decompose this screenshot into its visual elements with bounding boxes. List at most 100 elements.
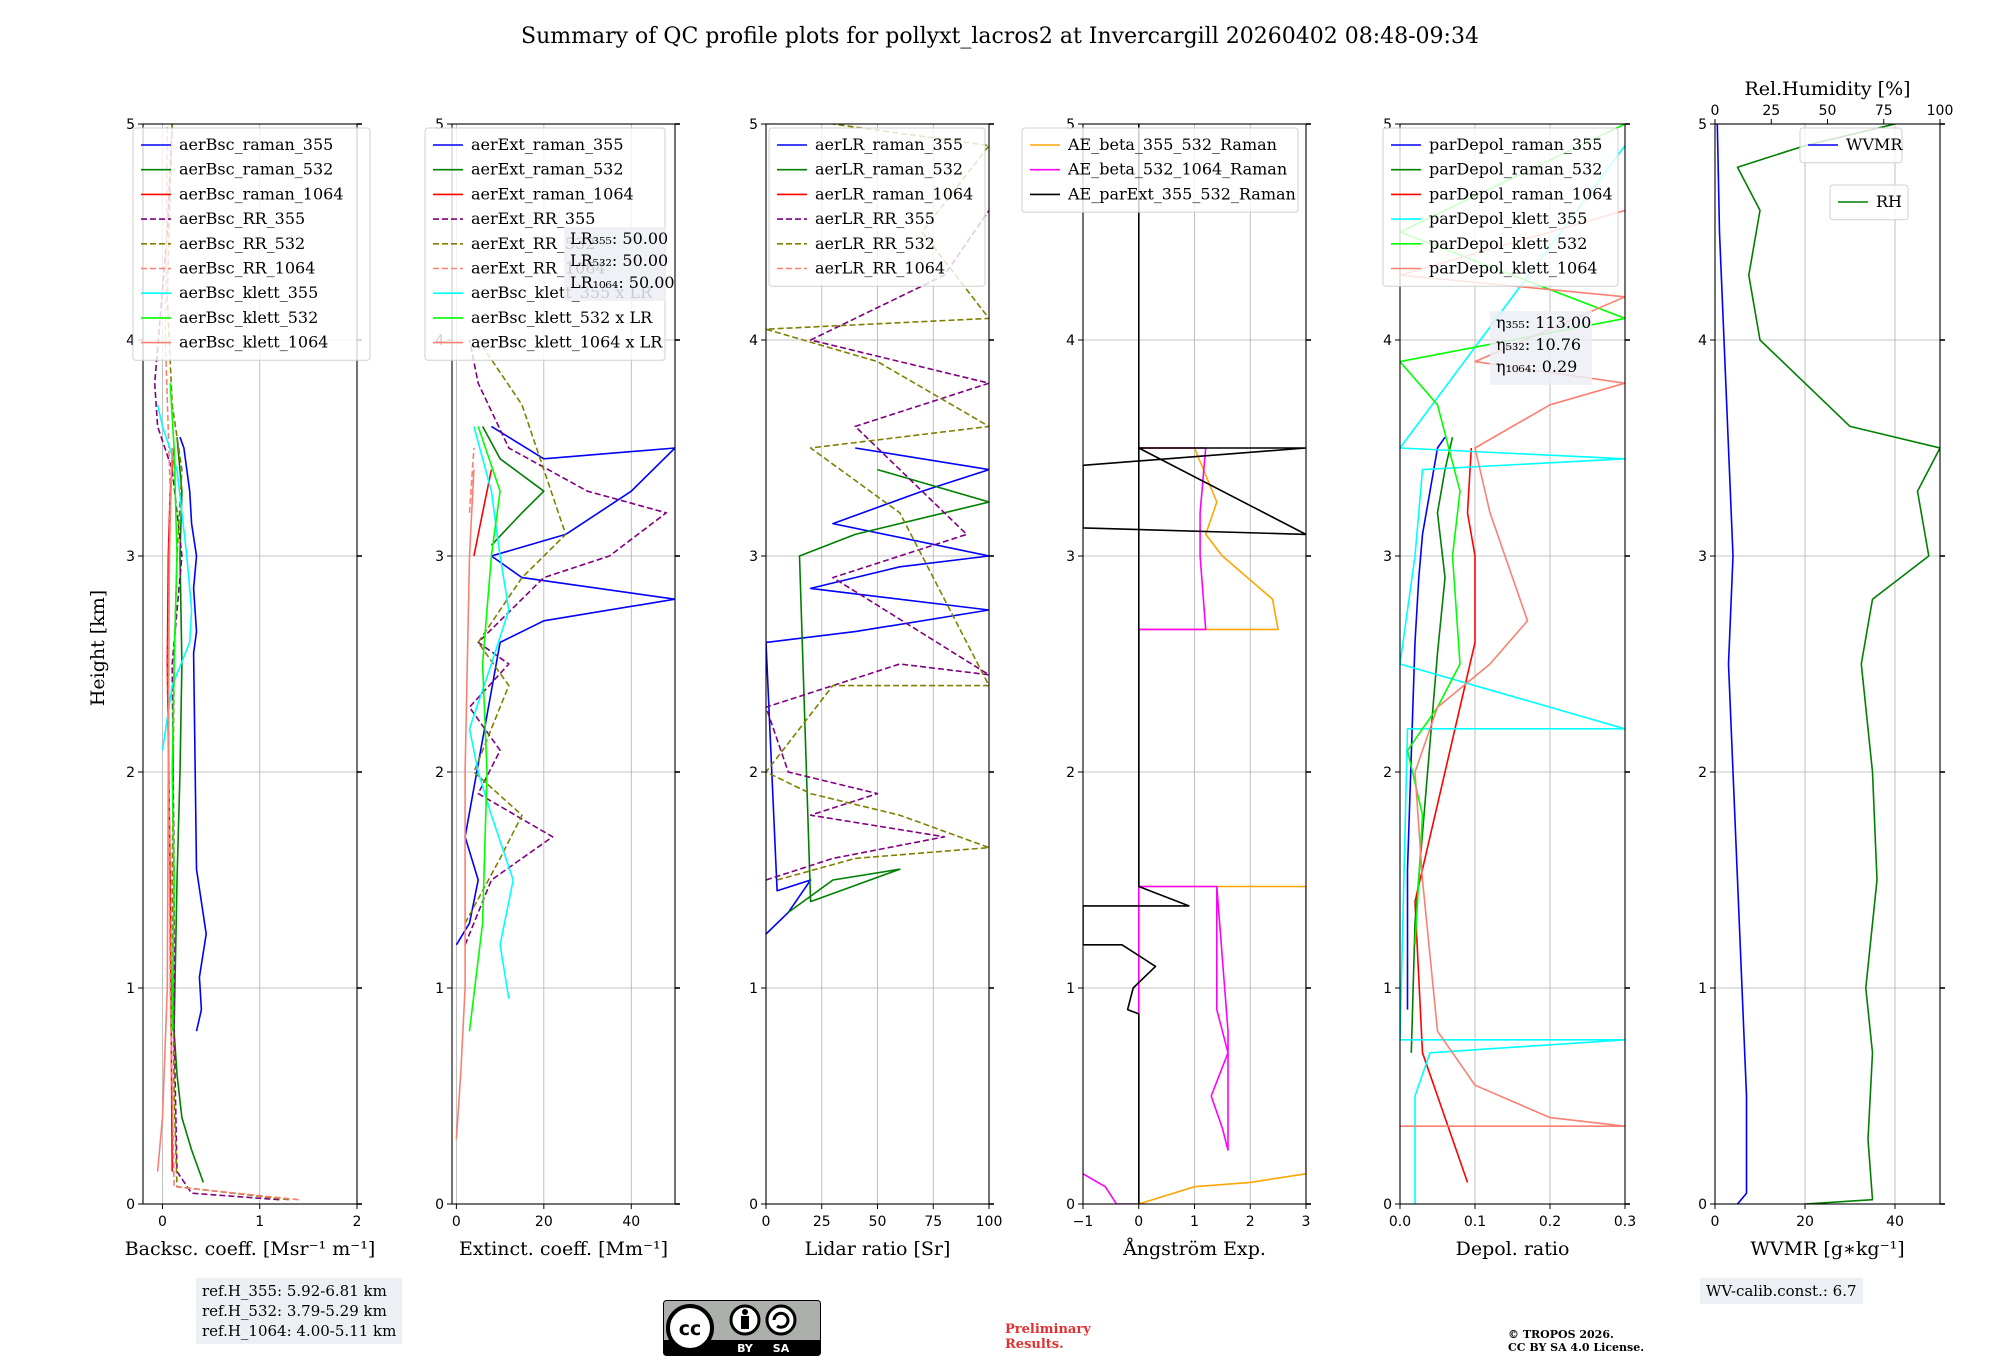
x-tick-label: 2 <box>1246 1214 1255 1230</box>
legend-entry: aerBsc_klett_355 <box>179 283 318 302</box>
annotation-text: LR₅₃₂: 50.00 <box>570 251 668 270</box>
x-axis-label: Ångström Exp. <box>1122 1238 1266 1260</box>
x-axis-label: Extinct. coeff. [Mm⁻¹] <box>459 1238 668 1260</box>
y-axis-label: Height [km] <box>87 590 109 706</box>
badge-sa-label: SA <box>773 1342 790 1355</box>
legend: RH <box>1830 185 1908 220</box>
y-tick-label: 2 <box>1383 765 1392 781</box>
legend-entry: aerLR_RR_355 <box>815 209 935 228</box>
legend-entry: aerLR_raman_355 <box>815 135 963 154</box>
by-icon-head <box>742 1309 748 1315</box>
legend-entry: parDepol_klett_1064 <box>1429 259 1598 278</box>
series-line-RH <box>1738 124 1941 1204</box>
legend-entry: aerLR_raman_532 <box>815 160 963 179</box>
y-tick-label: 4 <box>1698 333 1707 349</box>
x-tick-label: −1 <box>1073 1214 1094 1230</box>
legend-entry: aerBsc_RR_532 <box>179 234 305 253</box>
figure-title: Summary of QC profile plots for pollyxt_… <box>521 24 1479 49</box>
y-tick-label: 1 <box>435 981 444 997</box>
x-tick-label: 0 <box>452 1214 461 1230</box>
legend-entry: aerBsc_klett_1064 <box>179 333 328 352</box>
legend-entry: aerBsc_RR_1064 <box>179 259 315 278</box>
series-group <box>456 340 675 1139</box>
x-axis-label: Lidar ratio [Sr] <box>805 1238 951 1260</box>
x-tick-label: 2 <box>353 1214 362 1230</box>
y-tick-label: 5 <box>749 117 758 133</box>
y-tick-label: 4 <box>1383 333 1392 349</box>
reference-height-box: ref.H_355: 5.92-6.81 km ref.H_532: 3.79-… <box>196 1278 402 1344</box>
legend: aerLR_raman_355aerLR_raman_532aerLR_rama… <box>769 128 985 286</box>
x-tick-label: 0 <box>158 1214 167 1230</box>
legend-entry: AE_parExt_355_532_Raman <box>1067 184 1296 203</box>
panel-ext: 02040012345Extinct. coeff. [Mm⁻¹]aerExt_… <box>425 117 680 1260</box>
y-tick-label: 0 <box>1066 1197 1075 1213</box>
x-tick-label: 0.1 <box>1464 1214 1486 1230</box>
x2-tick-label: 0 <box>1711 103 1720 119</box>
x-tick-label: 1 <box>255 1214 264 1230</box>
y-tick-label: 3 <box>1698 549 1707 565</box>
cc-license-badge: cc BY SA <box>663 1300 821 1356</box>
y-tick-label: 2 <box>1698 765 1707 781</box>
legend-entry: aerLR_RR_532 <box>815 234 935 253</box>
x2-tick-label: 75 <box>1875 103 1893 119</box>
x-tick-label: 20 <box>1796 1214 1814 1230</box>
y-tick-label: 3 <box>1383 549 1392 565</box>
axes-frame <box>1715 124 1940 1204</box>
legend-entry: AE_beta_355_532_Raman <box>1067 135 1277 154</box>
x-tick-label: 0.0 <box>1389 1214 1411 1230</box>
x-tick-label: 20 <box>535 1214 553 1230</box>
y-tick-label: 5 <box>1698 117 1707 133</box>
legend-entry: WVMR <box>1846 135 1903 154</box>
x2-tick-label: 50 <box>1819 103 1837 119</box>
panel-ae: −1 0 1 2 3012345Ångström Exp.AE_beta_355_532… <box>1022 117 1311 1260</box>
x-tick-label: 50 <box>869 1214 887 1230</box>
y-tick-label: 1 <box>1066 981 1075 997</box>
by-icon-body <box>741 1316 749 1329</box>
legend-entry: aerBsc_raman_355 <box>179 135 333 154</box>
legend-entry: parDepol_raman_1064 <box>1429 184 1613 203</box>
legend-entry: aerExt_raman_1064 <box>471 184 634 203</box>
x-axis-label: Backsc. coeff. [Msr⁻¹ m⁻¹] <box>125 1238 376 1260</box>
x-tick-label: 25 <box>813 1214 831 1230</box>
legend-entry: aerExt_RR_355 <box>471 209 595 228</box>
series-line-AE_beta_532_1064_Raman <box>1083 448 1228 1204</box>
legend-entry: parDepol_klett_532 <box>1429 234 1587 253</box>
annotation-text: LR₃₅₅: 50.00 <box>570 229 668 248</box>
ref-height-1064: ref.H_1064: 4.00-5.11 km <box>202 1321 396 1341</box>
legend: aerBsc_raman_355 aerBsc_raman_532 aerBsc_r… <box>133 128 370 360</box>
series-line-aerBsc_klett_355 x LR <box>470 426 514 998</box>
legend-entry: AE_beta_532_1064_Raman <box>1067 160 1287 179</box>
series-line-WVMR <box>1717 124 1746 1204</box>
x2-tick-label: 25 <box>1762 103 1780 119</box>
legend-entry: aerLR_RR_1064 <box>815 259 945 278</box>
ref-height-355: ref.H_355: 5.92-6.81 km <box>202 1281 396 1301</box>
y-tick-label: 4 <box>749 333 758 349</box>
y-tick-label: 2 <box>126 765 135 781</box>
y-tick-label: 0 <box>1698 1197 1707 1213</box>
qc-figure: Summary of QC profile plots for pollyxt_… <box>0 0 2000 1360</box>
legend: WVMR <box>1800 128 1903 163</box>
sa-share-alike-icon <box>767 1306 795 1334</box>
annotation-text: LR₁₀₆₄: 50.00 <box>570 273 675 292</box>
y-tick-label: 3 <box>435 549 444 565</box>
x-tick-label: 40 <box>1886 1214 1904 1230</box>
series-line-aerExt_RR_355 <box>465 340 666 945</box>
legend-entry: aerBsc_raman_532 <box>179 160 333 179</box>
legend-entry: aerBsc_klett_532 <box>179 308 318 327</box>
legend-entry: aerBsc_RR_355 <box>179 209 305 228</box>
copyright-line-2: CC BY SA 4.0 License. <box>1508 1341 1644 1354</box>
legend-entry: parDepol_raman_355 <box>1429 135 1602 154</box>
legend: parDepol_raman_355 parDepol_raman_532 parD… <box>1383 128 1618 286</box>
panel-wv: 0 20 40 0 1 2 3 4 5 WVMR [g∗kg⁻¹] 0 25 50 75 100 Rel.Hu… <box>1698 78 1953 1260</box>
series-group <box>1717 124 1940 1204</box>
x-tick-label: 0 <box>1134 1214 1143 1230</box>
annotation-box: LR₃₅₅: 50.00 LR₅₃₂: 50.00 LR₁₀₆₄: 50.00 <box>564 227 675 301</box>
annotation-text: η₁₀₆₄: 0.29 <box>1496 357 1577 376</box>
series-line-parDepol_klett_355 <box>1400 146 1625 1204</box>
y-tick-label: 0 <box>435 1197 444 1213</box>
y-tick-label: 1 <box>1698 981 1707 997</box>
legend-entry: aerBsc_klett_1064 x LR <box>471 333 663 352</box>
legend-entry: RH <box>1876 192 1902 211</box>
y-tick-label: 4 <box>1066 333 1075 349</box>
